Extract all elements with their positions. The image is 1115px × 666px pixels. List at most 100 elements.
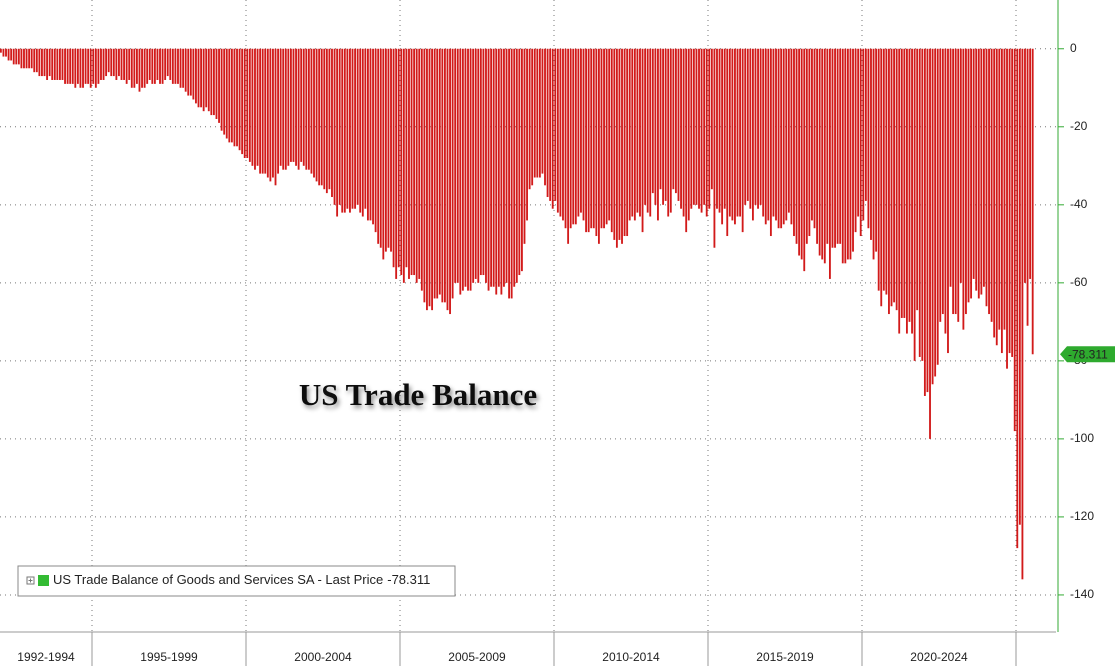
bar	[864, 48, 867, 201]
bar	[30, 48, 33, 69]
bar	[503, 48, 505, 287]
bar	[816, 48, 819, 244]
bar	[58, 48, 61, 80]
bar	[431, 48, 434, 311]
bar	[721, 48, 724, 225]
bar	[92, 48, 95, 84]
bar	[977, 48, 980, 299]
bar	[926, 48, 929, 393]
bar	[269, 48, 272, 182]
bar	[69, 48, 72, 84]
bar	[970, 48, 973, 299]
bar	[890, 48, 893, 307]
bar	[965, 48, 967, 315]
bar	[867, 48, 870, 229]
grid	[0, 0, 1056, 632]
bar	[839, 48, 842, 244]
bar	[259, 48, 262, 174]
bar	[305, 48, 308, 170]
bar	[118, 48, 120, 77]
bar	[76, 48, 79, 84]
bar	[243, 48, 246, 159]
bar	[808, 48, 811, 237]
bar	[528, 48, 531, 190]
bar	[626, 48, 629, 237]
bar	[744, 48, 747, 205]
bar	[687, 48, 690, 221]
bar	[998, 48, 1001, 330]
bar	[233, 48, 236, 147]
bar	[474, 48, 477, 279]
y-tick-label: -20	[1070, 119, 1088, 133]
bar	[1003, 48, 1006, 330]
bar	[677, 48, 680, 201]
last-value-tag	[1060, 346, 1115, 363]
bar	[921, 48, 924, 361]
bar	[549, 48, 552, 201]
bar	[544, 48, 546, 186]
bar	[479, 48, 482, 276]
bar	[264, 48, 267, 174]
bar	[649, 48, 652, 217]
bar	[251, 48, 254, 166]
bar	[662, 48, 665, 205]
bar	[287, 48, 290, 166]
bar	[952, 48, 955, 315]
bar	[605, 48, 608, 225]
bar	[135, 48, 138, 84]
bar	[1013, 48, 1016, 432]
bar	[844, 48, 847, 264]
bar	[603, 48, 605, 229]
bar	[639, 48, 641, 217]
bar	[100, 48, 102, 80]
bar	[377, 48, 380, 244]
bar	[567, 48, 570, 244]
bar	[366, 48, 369, 221]
bar	[472, 48, 475, 283]
bar	[705, 48, 708, 217]
bar	[695, 48, 698, 205]
x-tick-label: 2005-2009	[448, 650, 506, 664]
x-tick-label: 2020-2024	[910, 650, 968, 664]
bar	[949, 48, 952, 287]
bar	[464, 48, 467, 287]
bar	[7, 48, 10, 61]
legend-swatch	[38, 575, 49, 586]
bar	[510, 48, 513, 299]
bar	[469, 48, 472, 291]
x-tick-label: 1995-1999	[140, 650, 198, 664]
bar	[749, 48, 752, 209]
bar	[333, 48, 336, 205]
bar	[428, 48, 431, 307]
bar	[505, 48, 508, 283]
bar	[574, 48, 577, 225]
bar	[318, 48, 321, 186]
bar	[669, 48, 672, 213]
bar	[161, 48, 164, 84]
bar	[572, 48, 575, 225]
bar	[387, 48, 390, 248]
bar	[790, 48, 793, 225]
bar	[43, 48, 46, 77]
bar	[798, 48, 801, 256]
bar	[698, 48, 700, 209]
legend-last-value: -78.311	[387, 572, 430, 587]
bar	[223, 48, 226, 135]
bar	[993, 48, 996, 338]
bar	[325, 48, 328, 194]
bar	[631, 48, 634, 217]
bar	[248, 48, 251, 162]
chart-title: US Trade Balance	[299, 377, 537, 412]
bar	[361, 48, 364, 217]
bar	[828, 48, 831, 279]
bar	[166, 48, 169, 77]
bar	[195, 48, 197, 104]
bar	[562, 48, 564, 221]
bar	[898, 48, 901, 334]
bar	[107, 48, 110, 73]
bar	[402, 48, 405, 283]
bar	[156, 48, 159, 80]
bar	[495, 48, 498, 295]
legend-text: US Trade Balance of Goods and Services S…	[53, 572, 430, 587]
